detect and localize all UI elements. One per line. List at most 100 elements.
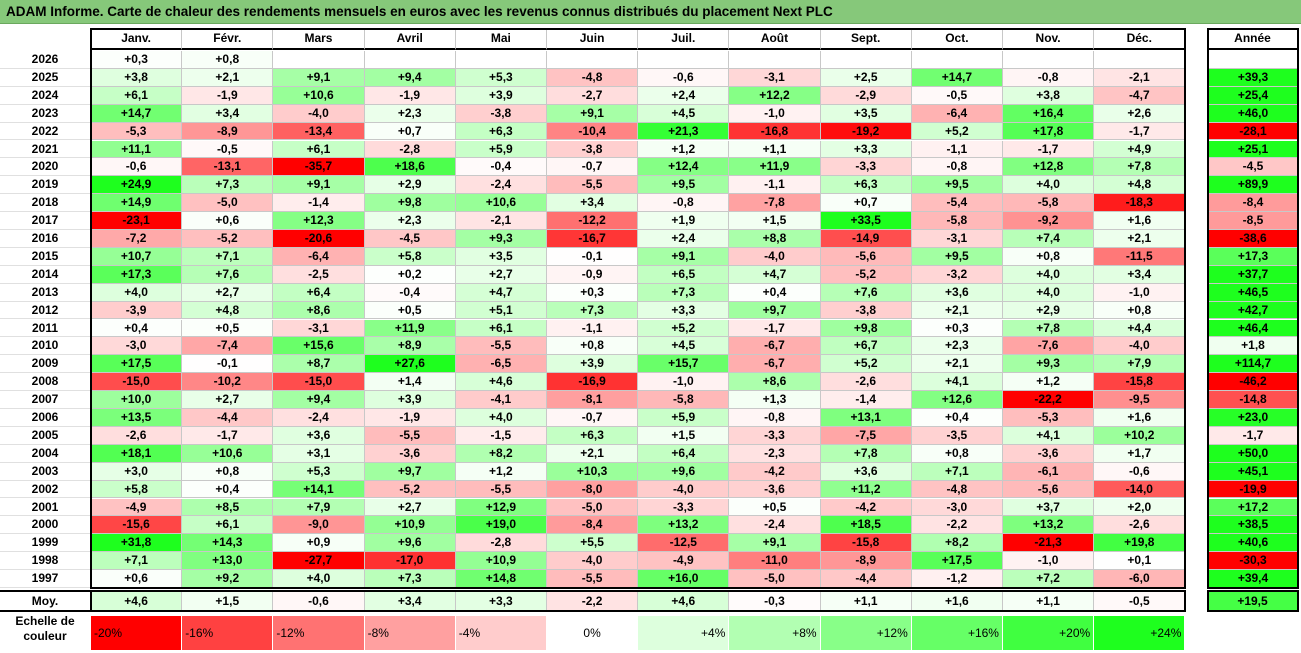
color-scale-swatch: 0% (547, 616, 639, 650)
heatmap-cell: -3,1 (729, 68, 821, 87)
heatmap-cell: +2,1 (911, 301, 1003, 320)
month-header: Sept. (820, 29, 912, 50)
heatmap-cell: +5,9 (455, 140, 547, 159)
heatmap-cell: +0,5 (729, 498, 821, 517)
heatmap-cell: -5,3 (91, 122, 183, 141)
heatmap-cell: -1,7 (182, 426, 274, 445)
heatmap-cell: +5,3 (273, 462, 365, 481)
color-scale-swatch: +16% (911, 616, 1003, 650)
annee-cell: +42,7 (1208, 301, 1298, 320)
heatmap-cell: -5,8 (911, 212, 1003, 230)
heatmap-cell: +2,4 (638, 230, 730, 248)
heatmap-cell: +3,9 (547, 355, 639, 374)
moy-label: Moy. (0, 591, 90, 611)
annee-cell: +39,3 (1208, 68, 1298, 87)
heatmap-cell: +0,8 (1094, 301, 1186, 320)
average-cell: +1,1 (1003, 591, 1095, 611)
heatmap-cell: +9,1 (547, 104, 639, 123)
average-cell: +1,5 (182, 591, 274, 611)
heatmap-cell: +4,0 (91, 283, 183, 302)
annee-cell: -46,2 (1208, 373, 1298, 392)
heatmap-cell: -3,0 (911, 498, 1003, 517)
heatmap-cell: +1,6 (1094, 409, 1186, 427)
heatmap-cell: -3,6 (729, 480, 821, 499)
year-label: 2015 (0, 247, 90, 266)
year-label: 2001 (0, 498, 90, 517)
heatmap-cell: +4,0 (1003, 283, 1095, 302)
heatmap-cell: +0,2 (364, 265, 456, 284)
heatmap-cell: -6,4 (911, 104, 1003, 123)
heatmap-cell: +3,5 (820, 104, 912, 123)
heatmap-cell: +3,1 (273, 444, 365, 463)
heatmap-cell: -0,6 (91, 158, 183, 177)
heatmap-cell: +7,1 (182, 247, 274, 266)
heatmap-cell: -5,4 (911, 194, 1003, 213)
heatmap-cell: +0,4 (91, 319, 183, 338)
heatmap-cell: +0,9 (273, 534, 365, 553)
month-header: Mai (455, 29, 547, 50)
heatmap-cell: -7,4 (182, 337, 274, 356)
heatmap-cell: +9,7 (729, 301, 821, 320)
month-header: Juin (547, 29, 639, 50)
heatmap-cell: -2,4 (729, 516, 821, 535)
color-scale-swatch: -4% (455, 616, 547, 650)
heatmap-cell (364, 51, 456, 69)
heatmap-cell: +13,2 (1003, 516, 1095, 535)
heatmap-cell: -16,9 (547, 373, 639, 392)
heatmap-cell: -2,1 (455, 212, 547, 230)
heatmap-cell: -6,0 (1094, 570, 1186, 588)
heatmap-cell: -15,0 (91, 373, 183, 392)
heatmap-cell: -5,2 (182, 230, 274, 248)
heatmap-cell: -0,8 (911, 158, 1003, 177)
heatmap-cell: -7,5 (820, 426, 912, 445)
heatmap-cell (547, 51, 639, 69)
heatmap-cell: +6,1 (91, 86, 183, 105)
heatmap-cell (455, 51, 547, 69)
heatmap-cell: +3,8 (1003, 86, 1095, 105)
heatmap-cell: +2,1 (182, 68, 274, 87)
year-label: 1999 (0, 534, 90, 553)
heatmap-cell: +3,6 (911, 283, 1003, 302)
heatmap-cell: -3,3 (820, 158, 912, 177)
heatmap-cell: -1,9 (364, 409, 456, 427)
year-label: 2018 (0, 194, 90, 213)
heatmap-cell: -0,8 (638, 194, 730, 213)
annee-cell (1208, 51, 1298, 69)
heatmap-cell: +13,5 (91, 409, 183, 427)
heatmap-cell: -35,7 (273, 158, 365, 177)
average-cell: -0,5 (1094, 591, 1186, 611)
heatmap-cell: +13,1 (820, 409, 912, 427)
annee-cell: +38,5 (1208, 516, 1298, 535)
heatmap-cell: +0,6 (182, 212, 274, 230)
heatmap-cell: -15,8 (1094, 373, 1186, 392)
heatmap-cell: +14,7 (91, 104, 183, 123)
heatmap-cell: -3,6 (1003, 444, 1095, 463)
averages-top-rule (0, 610, 91, 612)
heatmap-cell: +0,8 (182, 462, 274, 481)
heatmap-cell: -5,5 (455, 337, 547, 356)
heatmap-cell: +31,8 (91, 534, 183, 553)
heatmap-cell: +18,6 (364, 158, 456, 177)
heatmap-cell: -1,1 (729, 176, 821, 195)
heatmap-cell: -1,9 (182, 86, 274, 105)
heatmap-cell: +10,6 (273, 86, 365, 105)
heatmap-cell (638, 51, 730, 69)
heatmap-cell (1094, 51, 1186, 69)
heatmap-cell: +14,8 (455, 570, 547, 588)
year-label: 2011 (0, 319, 90, 338)
heatmap-cell: +5,2 (911, 122, 1003, 141)
heatmap-cell: -2,3 (729, 444, 821, 463)
heatmap-cell: +1,2 (1003, 373, 1095, 392)
heatmap-cell: -3,6 (364, 444, 456, 463)
average-cell: +4,6 (91, 591, 183, 611)
heatmap-cell: +13,2 (638, 516, 730, 535)
heatmap-cell: +1,4 (364, 373, 456, 392)
average-cell: +3,3 (455, 591, 547, 611)
heatmap-cell: +4,5 (638, 337, 730, 356)
heatmap-cell: +0,7 (820, 194, 912, 213)
annee-cell: +40,6 (1208, 534, 1298, 553)
heatmap-cell: -18,3 (1094, 194, 1186, 213)
heatmap-cell: +3,0 (91, 462, 183, 481)
heatmap-cell: -5,5 (547, 176, 639, 195)
annee-cell: -30,3 (1208, 552, 1298, 571)
